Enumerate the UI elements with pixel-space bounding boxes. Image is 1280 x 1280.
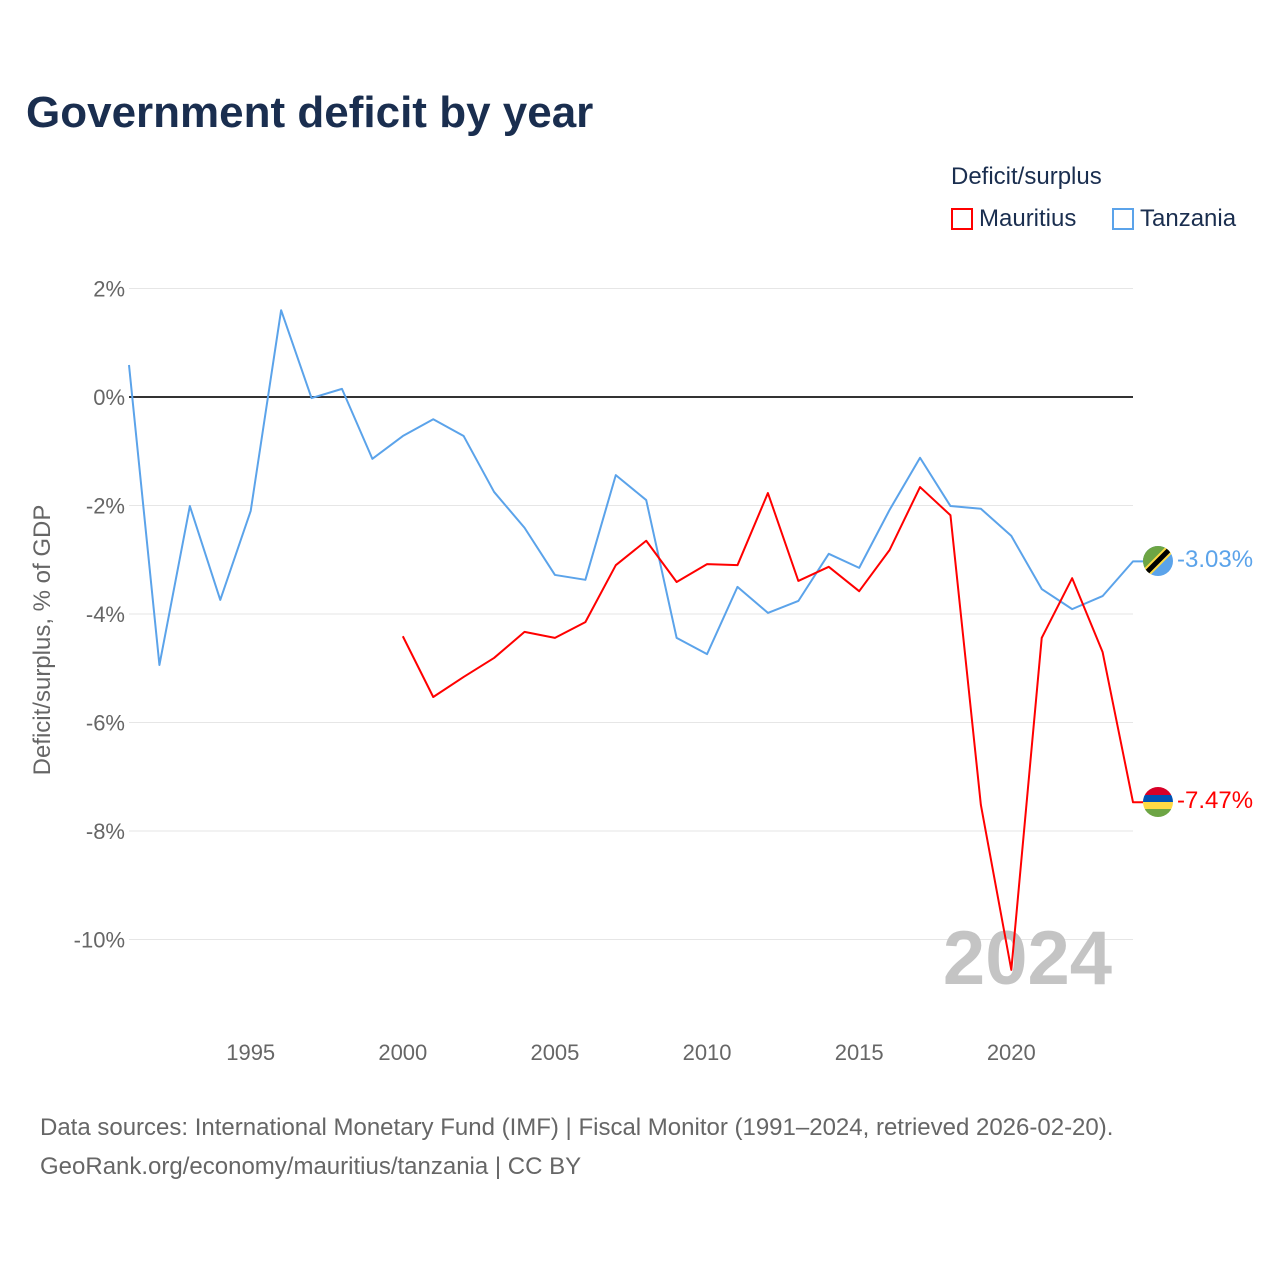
- x-tick-label: 2005: [530, 1040, 579, 1065]
- x-tick-label: 2010: [683, 1040, 732, 1065]
- y-tick-label: -2%: [86, 494, 125, 519]
- y-tick-label: -10%: [74, 928, 125, 953]
- legend-label: Mauritius: [979, 205, 1077, 232]
- x-tick-label: 1995: [226, 1040, 275, 1065]
- legend-swatch-tanzania: [1112, 208, 1134, 230]
- mauritius-end-label: -7.47%: [1177, 787, 1253, 814]
- tanzania-flag-icon: [1143, 546, 1173, 576]
- legend-swatch-mauritius: [951, 208, 973, 230]
- y-tick-label: 0%: [93, 385, 125, 410]
- x-tick-label: 2020: [987, 1040, 1036, 1065]
- source-line-1: Data sources: International Monetary Fun…: [40, 1114, 1114, 1141]
- year-watermark: 2024: [943, 916, 1112, 1001]
- y-tick-label: -6%: [86, 711, 125, 736]
- mauritius-flag-icon: [1143, 787, 1173, 817]
- source-line-2[interactable]: GeoRank.org/economy/mauritius/tanzania |…: [40, 1153, 582, 1180]
- legend-title: Deficit/surplus: [951, 163, 1102, 190]
- source-note: Data sources: International Monetary Fun…: [40, 1108, 1113, 1186]
- y-tick-label: -4%: [86, 602, 125, 627]
- series-line-mauritius: [401, 486, 1143, 971]
- x-tick-label: 2015: [835, 1040, 884, 1065]
- x-tick-label: 2000: [378, 1040, 427, 1065]
- y-axis-label: Deficit/surplus, % of GDP: [29, 505, 56, 776]
- legend-item-mauritius[interactable]: Mauritius: [951, 205, 1076, 233]
- legend-label: Tanzania: [1140, 205, 1237, 232]
- y-tick-label: -8%: [86, 819, 125, 844]
- chart-plot: 2% 0% -2% -4% -6% -8% -10% 1995 2000 2005 2010 201…: [29, 277, 1253, 1066]
- legend-item-tanzania[interactable]: Tanzania: [1112, 205, 1236, 233]
- y-tick-label: 2%: [93, 277, 125, 302]
- chart-title: Government deficit by year: [26, 88, 594, 137]
- tanzania-end-label: -3.03%: [1177, 546, 1253, 573]
- series-line-tanzania: [128, 309, 1143, 666]
